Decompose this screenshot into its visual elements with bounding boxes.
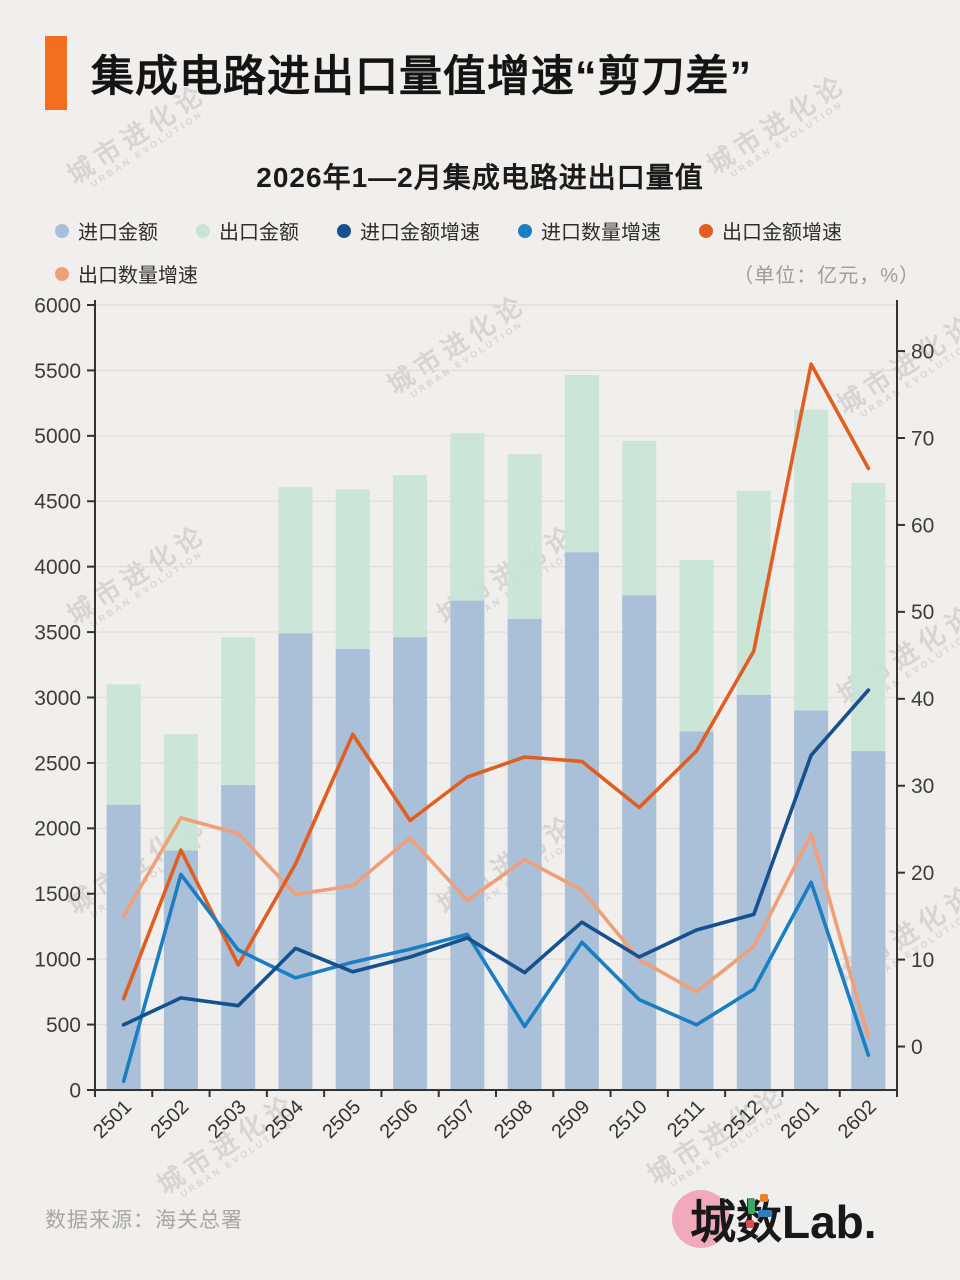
chart-legend: 进口金额 出口金额 进口金额增速 进口数量增速 出口金额增速 出口数量增速 （单位：亿元…	[55, 216, 920, 302]
legend-item-import_qty_growth: 进口数量增速	[518, 216, 661, 245]
watermark-text: 城市进化论 URBAN EVOLUTION	[831, 877, 960, 991]
legend-row-2: 出口数量增速 （单位：亿元，%）	[55, 259, 920, 288]
legend-item-export_value_growth: 出口金额增速	[699, 216, 842, 245]
watermark-text: 城市进化论 URBAN EVOLUTION	[61, 807, 213, 921]
page-title: 集成电路进出口量值增速“剪刀差”	[91, 53, 752, 101]
watermark-text: 城市进化论 URBAN EVOLUTION	[831, 597, 960, 711]
watermark-text: 城市进化论 URBAN EVOLUTION	[431, 807, 583, 921]
legend-row-1: 进口金额 出口金额 进口金额增速 进口数量增速 出口金额增速	[55, 216, 920, 245]
legend-label: 进口数量增速	[541, 222, 661, 244]
logo-text: 城数Lab.	[690, 1196, 877, 1248]
legend-label: 进口金额增速	[360, 222, 480, 244]
legend-item-import_amount: 进口金额	[55, 216, 158, 245]
legend-dot-icon	[55, 223, 69, 238]
title-accent-bar	[45, 36, 67, 110]
legend-dot-icon	[196, 223, 210, 238]
legend-dot-icon	[699, 223, 713, 238]
unit-note: （单位：亿元，%）	[733, 265, 920, 287]
legend-item-export_qty_growth: 出口数量增速	[55, 259, 198, 288]
logo-color-dot-orange	[760, 1194, 768, 1202]
logo-color-dot-red	[746, 1220, 754, 1228]
watermark-text: 城市进化论 URBAN EVOLUTION	[61, 517, 213, 631]
legend-dot-icon	[518, 223, 532, 238]
legend-dot-icon	[337, 223, 351, 238]
legend-dot-icon	[55, 266, 69, 281]
legend-label: 出口数量增速	[78, 265, 198, 287]
logo-color-dot-blue	[758, 1210, 772, 1217]
watermark-text: 城市进化论 URBAN EVOLUTION	[431, 517, 583, 631]
logo-pink-circle-icon	[672, 1190, 730, 1248]
legend-item-import_value_growth: 进口金额增速	[337, 216, 480, 245]
watermark-text: 城市进化论 URBAN EVOLUTION	[831, 307, 960, 421]
legend-label: 出口金额增速	[722, 222, 842, 244]
legend-label: 进口金额	[78, 222, 158, 244]
brand-logo: 城数Lab.	[672, 1168, 912, 1260]
header: 集成电路进出口量值增速“剪刀差”	[45, 36, 752, 110]
legend-label: 出口金额	[219, 222, 299, 244]
watermark-text: 城市进化论 URBAN EVOLUTION	[381, 287, 533, 401]
legend-item-export_amount: 出口金额	[196, 216, 299, 245]
chart-subtitle: 2026年1—2月集成电路进出口量值	[256, 162, 704, 193]
watermark-text: 城市进化论 URBAN EVOLUTION	[151, 1087, 303, 1201]
logo-color-dot-green	[748, 1198, 755, 1214]
data-source-note: 数据来源：海关总署	[45, 1209, 243, 1232]
